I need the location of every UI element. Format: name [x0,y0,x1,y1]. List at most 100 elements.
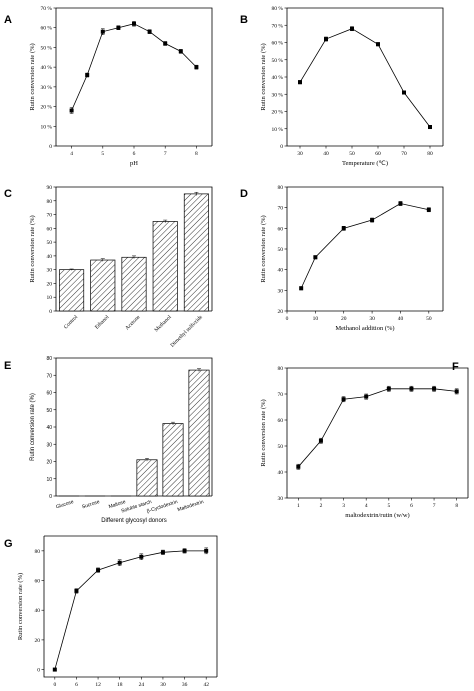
series-line [299,28,431,128]
x-tick-label: 2 [320,503,323,509]
x-tick-label: 18 [117,682,123,688]
data-point [85,73,90,78]
x-tick-label: 50 [349,151,355,157]
panel-letter: A [4,14,12,26]
y-tick-label: 20 % [41,105,53,111]
y-tick-label: 50 [46,408,52,414]
x-tick-label: 7 [164,151,167,157]
data-point [163,41,168,46]
x-tick-label: Dimethyl sulfoxide [169,313,204,348]
y-tick-label: 80 % [272,6,284,12]
x-tick-label: Acetone [124,314,142,332]
x-tick-label: 1 [297,503,300,509]
x-tick-label: 4 [365,503,368,509]
data-point [147,29,152,34]
x-tick-label: 0 [53,682,56,688]
x-tick-label: 40 [398,316,404,322]
y-tick-label: 40 % [41,65,53,71]
bar [152,221,178,312]
y-tick-label: 50 % [272,58,284,64]
bar [90,259,116,312]
y-tick-label: 30 % [41,85,53,91]
x-tick-label: Control [63,314,79,330]
panel-c: C 0 10 20 30 40 50 60 70 80 90 Control Ethanol Aceton… [4,185,213,349]
y-axis-title: Rutin conversion rate (%) [29,215,36,282]
data-point [341,226,346,231]
y-axis-title: Rutin conversion rate (%) [29,43,36,110]
axes-frame-top-right [44,535,218,677]
data-point [182,548,187,553]
data-point [398,201,403,206]
axes-frame [43,536,217,678]
y-tick-label: 60 [47,226,53,232]
bar [188,369,210,497]
series-line [54,550,207,670]
data-point [74,588,79,593]
x-tick-label: 30 [297,151,303,157]
y-axis-title: Rutin conversion rate (%) [260,399,267,466]
y-tick-label: 30 [278,288,284,294]
y-tick-label: 20 [47,281,53,287]
data-point [454,389,459,394]
y-tick-label: 60 [278,226,284,232]
x-tick-label: Glucose [55,499,75,510]
x-tick-label: 4 [70,151,73,157]
y-tick-label: 80 [278,366,284,372]
y-tick-label: 0 [49,144,52,150]
y-tick-label: 20 [278,309,284,315]
axes-frame-top-right [56,186,213,311]
series-line [300,203,429,289]
data-point [364,394,369,399]
y-tick-label: 70 [47,213,53,219]
axes-frame [286,187,443,312]
panel-f: F 30 40 50 60 70 80 1 2 3 4 5 6 7 8 maltodextrin/rutin … [260,361,469,519]
x-tick-label: 20 [341,316,347,322]
x-tick-label: 30 [369,316,375,322]
y-tick-label: 30 [46,442,52,448]
y-tick-label: 60 % [41,26,53,32]
y-tick-label: 10 % [41,124,53,130]
x-tick-label: 5 [387,503,390,509]
y-tick-label: 70 [278,206,284,212]
data-point [52,667,57,672]
y-tick-label: 10 % [272,127,284,133]
y-tick-label: 70 % [41,6,53,12]
data-point [350,26,354,31]
axes-frame [286,368,468,499]
x-axis-title: Methanol addition (%) [335,325,394,332]
axes-frame [286,8,443,147]
panel-letter: B [240,14,248,26]
bar [162,423,184,497]
y-axis-title: Rutin conversion rate (%) [30,393,36,461]
data-point [194,65,199,70]
data-point [402,90,406,95]
y-tick-label: 30 [47,268,53,274]
y-tick-label: 0 [49,309,52,315]
data-point [299,286,304,291]
bar [121,256,147,312]
x-tick-label: 6 [410,503,413,509]
x-tick-label: 8 [455,503,458,509]
axes-frame-top-right [287,7,444,146]
axes-frame-top-right [287,186,444,311]
panel-d: D 20 30 40 50 60 70 80 0 10 20 30 40 50 Methanol addit… [240,185,444,332]
data-point [386,386,391,391]
data-point [204,548,209,553]
x-tick-label: 50 [426,316,432,322]
y-tick-label: 40 [47,254,53,260]
data-point [370,218,375,223]
panel-letter: D [240,188,248,200]
y-tick-label: 0 [37,668,40,674]
y-tick-label: 40 [278,470,284,476]
y-tick-label: 40 % [272,75,284,81]
y-tick-label: 50 % [41,45,53,51]
y-tick-label: 80 [47,199,53,205]
x-axis-title: Temperature (℃) [342,160,388,167]
data-point [117,560,122,565]
panel-letter: G [4,538,13,550]
y-tick-label: 60 [35,579,41,585]
x-tick-label: 80 [427,151,433,157]
panel-g: G02040608006121824303642Reaction time (h… [4,535,218,688]
data-point [318,438,323,443]
